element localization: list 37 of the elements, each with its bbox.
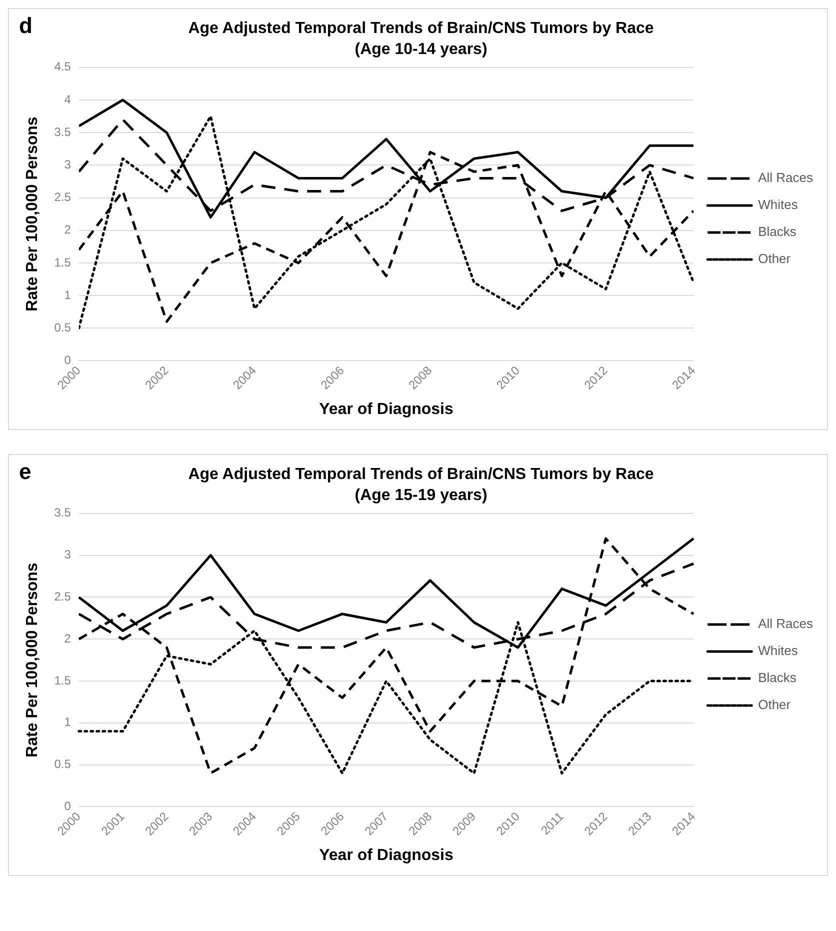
y-tick-label: 2	[64, 222, 72, 237]
y-tick-label: 3.5	[54, 506, 72, 520]
y-tick-label: 1	[64, 715, 72, 730]
x-axis-title: Year of Diagnosis	[319, 846, 454, 864]
x-axis-title: Year of Diagnosis	[319, 400, 454, 418]
y-axis-title: Rate Per 100,000 Persons	[24, 562, 42, 758]
y-tick-label: 1.5	[54, 255, 72, 270]
line-series	[78, 537, 695, 774]
y-tick-label: 0.5	[54, 757, 72, 772]
y-tick-label: 2.5	[54, 590, 72, 604]
y-tick-label: 0	[64, 799, 72, 814]
y-tick-label: 1	[64, 288, 72, 302]
y-tick-label: 3	[64, 548, 72, 562]
chart-subtitle: (Age 10-14 years)	[354, 41, 488, 58]
chart-title: Age Adjusted Temporal Trends of Brain/CNS Tumors by Race	[188, 466, 654, 484]
legend-label: Whites	[758, 643, 798, 658]
legend-label: Other	[758, 251, 792, 266]
y-tick-label: 2	[64, 631, 72, 646]
legend-label: Whites	[758, 197, 798, 212]
legend-label: All Races	[758, 170, 814, 186]
y-tick-label: 0.5	[54, 320, 72, 334]
chart-title: Age Adjusted Temporal Trends of Brain/CNS Tumors by Race	[188, 20, 654, 38]
y-tick-label: 2.5	[54, 190, 72, 204]
y-tick-label: 0	[64, 353, 72, 368]
legend-label: Blacks	[758, 670, 797, 686]
y-tick-label: 3	[64, 157, 72, 172]
chart-subtitle: (Age 15-19 years)	[354, 487, 488, 504]
y-tick-label: 4.5	[54, 60, 72, 74]
y-tick-label: 4	[64, 92, 72, 106]
y-tick-label: 3.5	[54, 124, 72, 139]
y-axis-title: Rate Per 100,000 Persons	[24, 116, 42, 312]
legend-label: All Races	[758, 616, 814, 632]
text: e	[19, 459, 32, 485]
text: d	[19, 13, 32, 39]
y-tick-label: 1.5	[54, 673, 72, 688]
legend-label: Other	[758, 697, 792, 712]
legend-label: Blacks	[758, 224, 797, 240]
